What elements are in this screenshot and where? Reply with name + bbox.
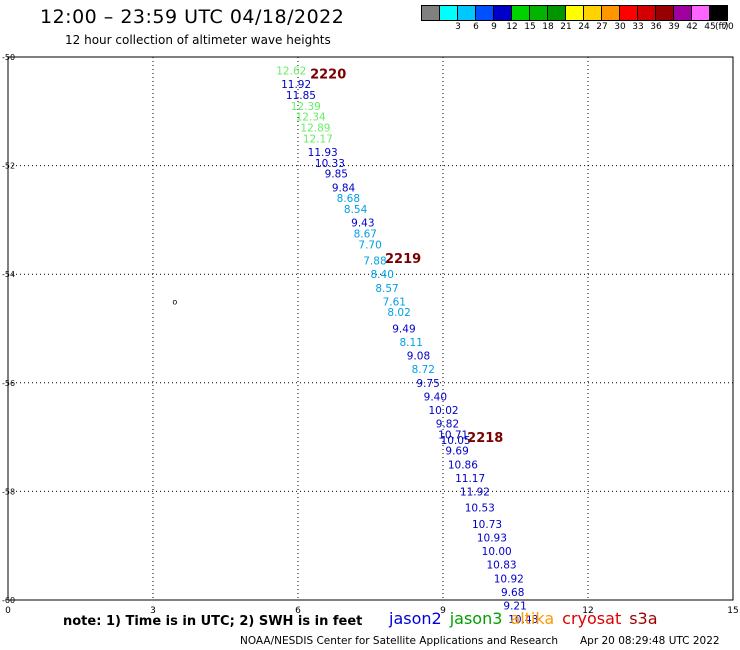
wave-height-value: 8.57 — [375, 283, 398, 295]
x-tick-label: 15 — [727, 606, 738, 616]
satellite-legend-item: cryosat — [562, 609, 622, 628]
pass-labels: 2220 2219 2218 — [310, 67, 503, 446]
wave-height-value: 10.33 — [315, 158, 345, 170]
x-tick-label: 12 — [582, 606, 593, 616]
legend-label: 45 — [704, 22, 716, 32]
wave-height-value: 11.92 — [460, 486, 490, 498]
chart-grid — [8, 57, 733, 600]
legend-swatch — [709, 5, 728, 21]
satellite-legend-item: s3a — [629, 609, 658, 628]
wave-height-value: 7.88 — [363, 256, 386, 268]
satellite-legend-item: jason3 — [449, 609, 503, 628]
wave-height-value: 9.08 — [407, 351, 430, 363]
satellite-legend: jason2 jason3 altika cryosat s3a — [389, 609, 666, 628]
wave-height-value: 10.83 — [487, 560, 517, 572]
stray-mark: o — [172, 297, 177, 306]
legend-label: 33 — [632, 22, 644, 32]
x-tick-label: 0 — [5, 606, 11, 616]
pass-label: 2220 — [310, 67, 346, 82]
color-legend-labels: 3 6 9 12 15 18 21 24 27 30 33 36 39 42 45 70 — [422, 22, 740, 36]
wave-height-value: 9.69 — [445, 446, 468, 458]
satellite-legend-item: altika — [510, 609, 555, 628]
wave-height-value: 11.85 — [286, 90, 316, 102]
legend-label: 21 — [560, 22, 572, 32]
page-subtitle: 12 hour collection of altimeter wave hei… — [65, 33, 331, 47]
wave-height-value: 8.40 — [371, 269, 394, 281]
wave-height-value: 8.02 — [387, 307, 410, 319]
legend-label: 27 — [596, 22, 608, 32]
data-points: 12.6211.9211.8512.3912.3412.8912.1711.93… — [172, 66, 538, 626]
wave-height-value: 9.75 — [416, 378, 439, 390]
wave-height-value: 8.11 — [400, 337, 423, 349]
wave-height-value: 8.54 — [344, 204, 368, 216]
pass-label: 2218 — [467, 431, 503, 446]
wave-height-value: 12.34 — [296, 112, 326, 124]
footer-credit: NOAA/NESDIS Center for Satellite Applica… — [240, 635, 558, 647]
color-legend-bar — [421, 5, 728, 21]
wave-height-value: 9.40 — [424, 391, 447, 403]
wave-height-value: 10.93 — [477, 533, 507, 545]
pass-label: 2219 — [385, 252, 421, 267]
wave-height-value: 11.17 — [455, 473, 485, 485]
y-tick-label: -56 — [2, 379, 15, 388]
y-tick-label: -50 — [2, 53, 15, 62]
footer-timestamp: Apr 20 08:29:48 UTC 2022 — [580, 635, 720, 647]
legend-label: 36 — [650, 22, 662, 32]
wave-height-value: 10.43 — [508, 614, 538, 626]
footer-note: note: 1) Time is in UTC; 2) SWH is in fe… — [63, 614, 363, 629]
wave-height-value: 12.62 — [276, 66, 306, 78]
wave-height-value: 10.73 — [472, 519, 502, 531]
wave-height-value: 9.49 — [392, 324, 415, 336]
wave-height-value: 10.92 — [494, 573, 524, 585]
wave-height-value: 10.05 — [441, 435, 471, 447]
satellite-legend-item: jason2 — [389, 609, 442, 628]
wave-height-value: 12.39 — [291, 101, 321, 113]
page-title: 12:00 – 23:59 UTC 04/18/2022 — [40, 6, 345, 28]
legend-label: 9 — [491, 22, 497, 32]
legend-label: 24 — [578, 22, 590, 32]
wave-height-value: 7.70 — [358, 239, 381, 251]
wave-height-value: 8.72 — [412, 364, 435, 376]
plot-frame — [7, 56, 734, 601]
wave-height-value: 9.85 — [325, 169, 348, 181]
x-tick-label: 3 — [150, 606, 156, 616]
wave-height-value: 9.43 — [351, 218, 374, 230]
wave-height-value: 11.93 — [308, 147, 338, 159]
wave-height-value: 9.68 — [501, 587, 524, 599]
wave-height-value: 9.21 — [503, 600, 526, 612]
y-tick-label: -52 — [2, 162, 15, 171]
x-tick-label: 6 — [295, 606, 301, 616]
legend-label: 42 — [686, 22, 698, 32]
legend-label: 6 — [473, 22, 479, 32]
wave-height-value: 10.71 — [438, 429, 468, 441]
wave-height-value: 10.02 — [429, 405, 459, 417]
wave-height-value: 10.53 — [465, 503, 495, 515]
wave-height-value: 12.89 — [300, 123, 330, 135]
wave-height-value: 8.68 — [337, 193, 360, 205]
legend-label: 70 — [722, 22, 734, 32]
wave-height-value: 9.82 — [436, 419, 459, 431]
wave-height-value: 7.61 — [383, 296, 406, 308]
legend-unit: (ft) — [715, 22, 729, 32]
wave-height-value: 10.00 — [482, 546, 512, 558]
chart-axes: 0 3 6 9 12 15 -50 -52 -54 -56 -58 -60 — [2, 53, 739, 616]
wave-height-value: 11.92 — [281, 79, 311, 91]
y-tick-label: -58 — [2, 487, 15, 496]
wave-height-value: 12.17 — [303, 133, 333, 145]
wave-height-value: 8.67 — [354, 228, 377, 240]
legend-label: 3 — [455, 22, 461, 32]
wave-height-value: 9.84 — [332, 182, 356, 194]
legend-label: 39 — [668, 22, 680, 32]
legend-label: 12 — [506, 22, 518, 32]
legend-label: 30 — [614, 22, 626, 32]
y-tick-label: -54 — [2, 270, 15, 279]
x-tick-label: 9 — [440, 606, 446, 616]
wave-height-value: 10.86 — [448, 459, 478, 471]
legend-label: 15 — [524, 22, 536, 32]
legend-label: 18 — [542, 22, 554, 32]
y-tick-label: -60 — [2, 596, 15, 605]
